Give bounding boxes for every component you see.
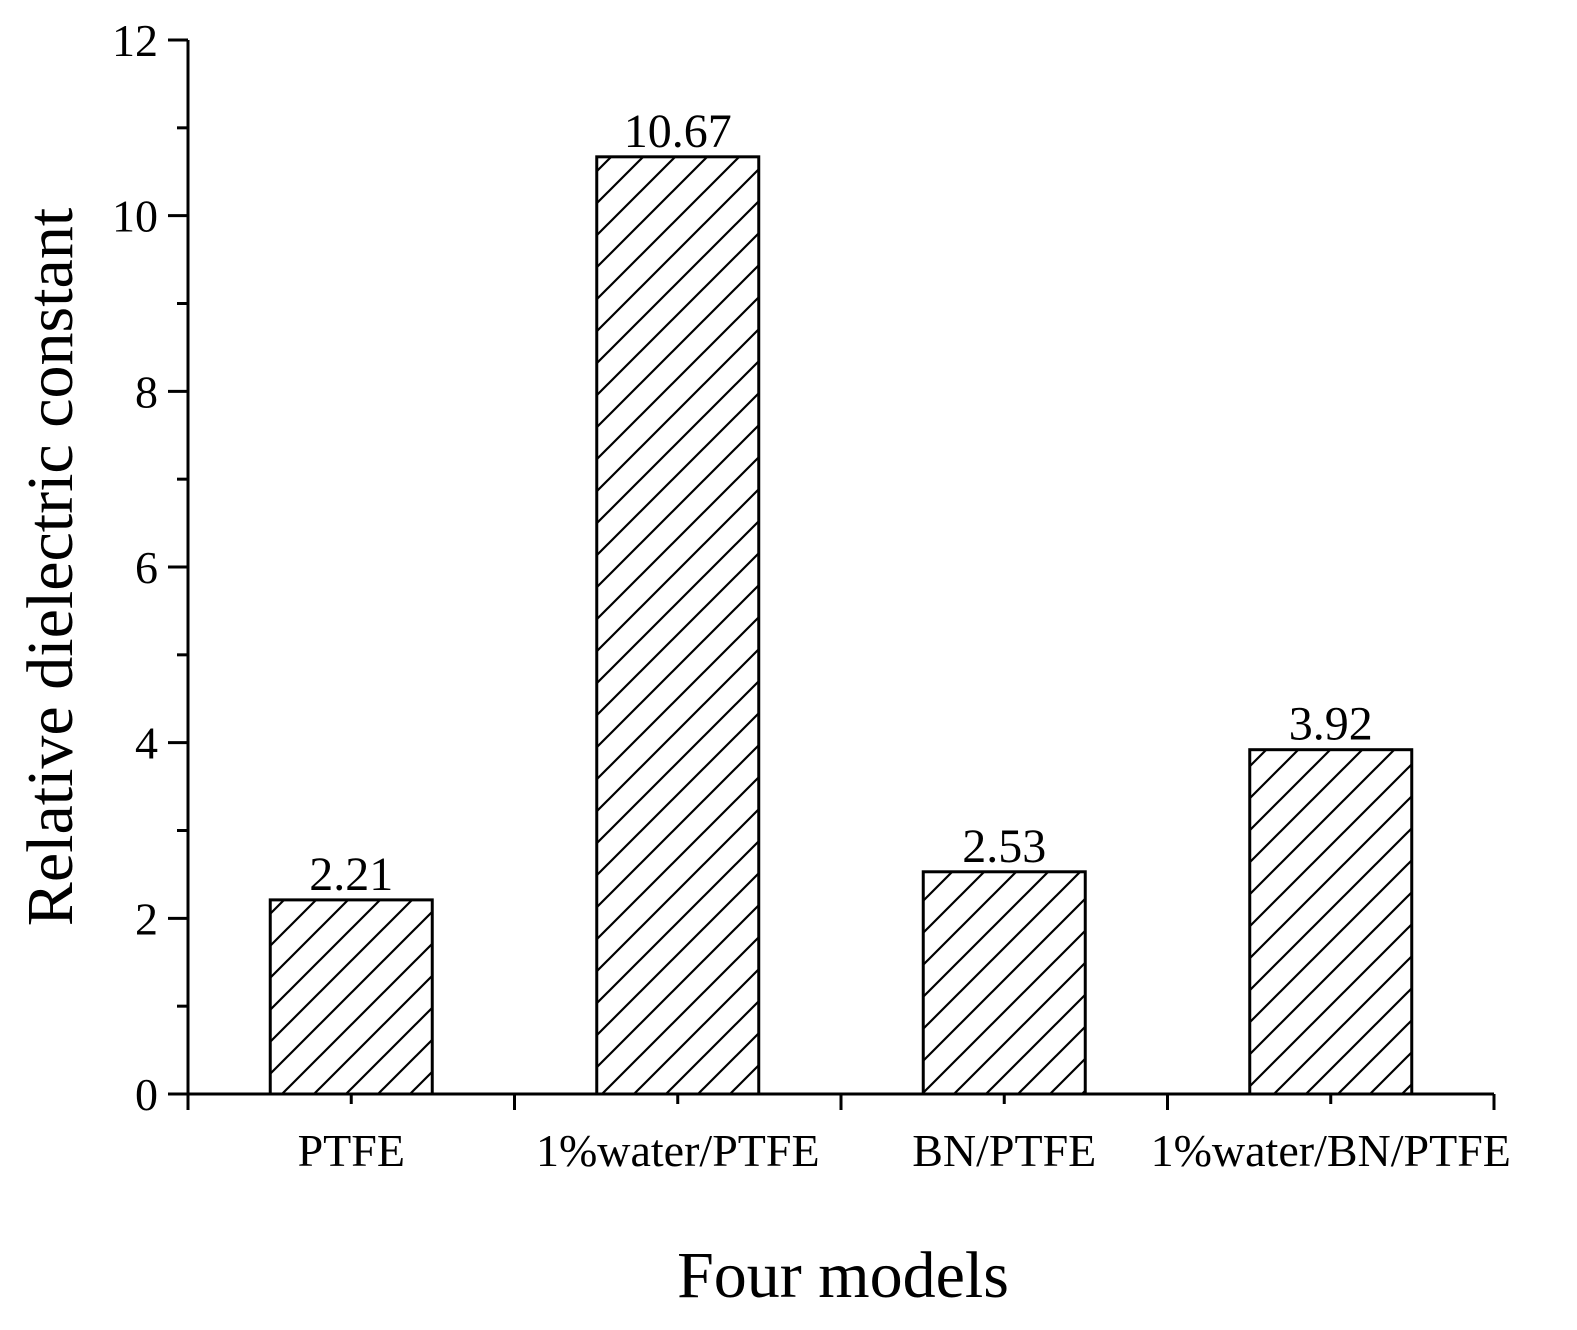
x-tick-label: BN/PTFE bbox=[912, 1125, 1096, 1176]
x-axis-title: Four models bbox=[677, 1239, 1009, 1312]
labels: 0 2 4 6 8 10 12 2.21 PTFE 10.67 1%water/PTFE 2.53 BN… bbox=[112, 15, 1511, 1176]
bar bbox=[1248, 748, 1414, 1096]
y-tick-label: 0 bbox=[135, 1069, 158, 1120]
bar bbox=[268, 898, 434, 1096]
x-tick-label: PTFE bbox=[298, 1125, 405, 1176]
y-tick-label: 6 bbox=[135, 542, 158, 593]
x-tick-label: 1%water/PTFE bbox=[536, 1125, 820, 1176]
y-tick-label: 12 bbox=[112, 15, 158, 66]
data-label: 2.53 bbox=[962, 820, 1046, 873]
data-label: 3.92 bbox=[1289, 698, 1373, 751]
bar bbox=[595, 155, 761, 1096]
bars bbox=[268, 155, 1414, 1096]
y-tick-label: 4 bbox=[135, 718, 158, 769]
bar bbox=[921, 870, 1087, 1096]
y-tick-label: 10 bbox=[112, 191, 158, 242]
y-tick-label: 8 bbox=[135, 366, 158, 417]
data-label: 2.21 bbox=[309, 848, 393, 901]
y-tick-label: 2 bbox=[135, 893, 158, 944]
data-label: 10.67 bbox=[624, 105, 732, 158]
x-tick-label: 1%water/BN/PTFE bbox=[1151, 1125, 1511, 1176]
y-axis-title: Relative dielectric constant bbox=[14, 208, 87, 926]
